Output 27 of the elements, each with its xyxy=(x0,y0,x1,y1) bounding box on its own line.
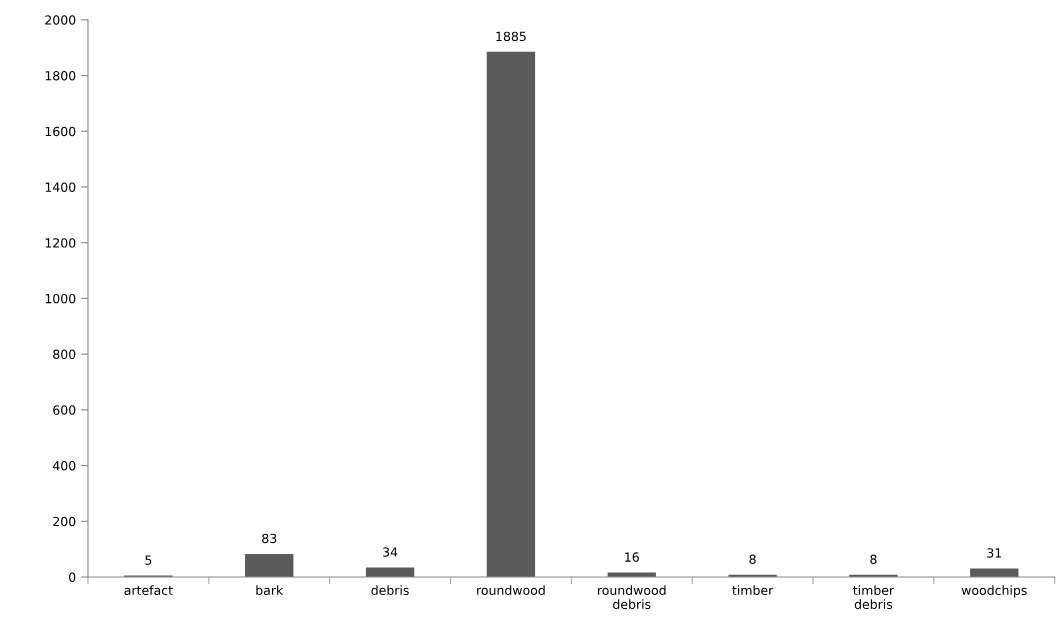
data-label: 83 xyxy=(262,533,277,544)
x-tick-label: timber debris xyxy=(853,585,895,610)
x-tick-label: debris xyxy=(371,585,409,596)
x-tick-label: timber xyxy=(732,585,774,596)
y-tick-label: 1000 xyxy=(45,293,76,304)
data-label: 5 xyxy=(145,555,152,565)
y-tick-label: 1200 xyxy=(45,238,76,248)
y-tick-label: 600 xyxy=(53,405,76,415)
x-tick-label: bark xyxy=(256,585,284,596)
x-tick-label: artefact xyxy=(124,585,173,596)
data-label: 8 xyxy=(749,554,756,565)
x-tick-label: roundwood debris xyxy=(598,585,666,610)
data-label: 31 xyxy=(987,548,1002,558)
data-label: 16 xyxy=(625,552,639,562)
x-tick-label: roundwood xyxy=(477,585,545,596)
y-tick-label: 2000 xyxy=(45,15,76,25)
y-tick-label: 1800 xyxy=(45,71,76,81)
data-label: 34 xyxy=(383,547,398,557)
y-tick-label: 800 xyxy=(53,349,76,360)
y-tick-label: 400 xyxy=(52,461,76,471)
data-label: 8 xyxy=(870,554,877,565)
y-tick-label: 1600 xyxy=(45,126,76,137)
data-label: 1885 xyxy=(496,31,526,42)
x-tick-label: woodchips xyxy=(961,585,1027,598)
y-tick-label: 0 xyxy=(69,572,76,582)
y-tick-label: 1400 xyxy=(45,182,76,192)
y-tick-label: 200 xyxy=(53,516,76,527)
